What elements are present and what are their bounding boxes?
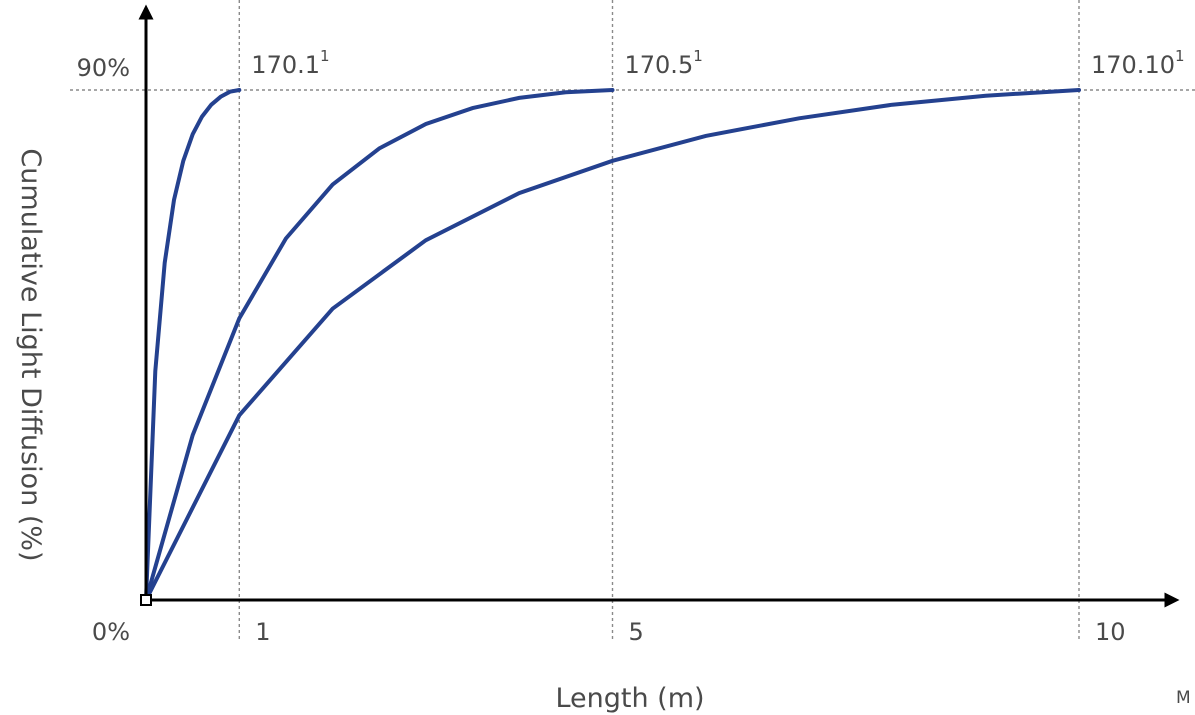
- series-line-3: [144, 88, 1081, 602]
- x-axis-title: Length (m): [555, 683, 704, 714]
- y-tick-label: 90%: [77, 54, 130, 82]
- tick-labels: 1 5 10 0% 90%: [77, 54, 1126, 646]
- origin-marker: [140, 594, 152, 606]
- x-tick-label: 5: [629, 618, 644, 646]
- series-label-3: 170.101: [1091, 47, 1185, 79]
- y-axis-title: Cumulative Light Diffusion (%): [15, 148, 46, 561]
- x-tick-label: 1: [255, 618, 270, 646]
- series-line-2: [144, 88, 615, 602]
- x-tick-label: 10: [1095, 618, 1126, 646]
- series-labels: 170.11 170.51 170.101: [251, 47, 1184, 79]
- series-line-1: [144, 88, 242, 602]
- series-label-1: 170.11: [251, 47, 329, 79]
- y-tick-label: 0%: [92, 618, 130, 646]
- curves: [144, 88, 1081, 602]
- corner-label: M: [1176, 688, 1191, 708]
- series-label-2: 170.51: [625, 47, 703, 79]
